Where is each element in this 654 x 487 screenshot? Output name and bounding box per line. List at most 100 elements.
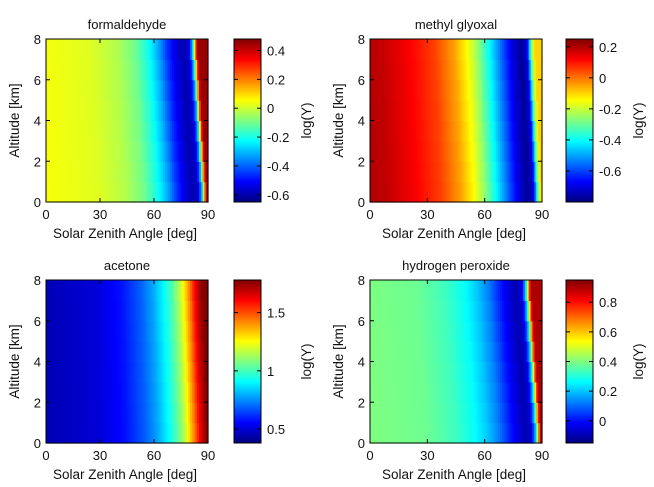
heatmap-cell xyxy=(412,361,415,383)
heatmap-cell xyxy=(60,161,63,183)
heatmap-cell xyxy=(410,320,413,342)
heatmap-cell xyxy=(415,422,419,444)
heatmap-cell xyxy=(56,79,60,101)
heatmap-cell xyxy=(91,361,94,383)
heatmap-cell xyxy=(431,140,434,162)
heatmap-cell xyxy=(387,341,390,363)
heatmap-cell xyxy=(128,320,132,342)
heatmap-cell xyxy=(191,39,195,60)
heatmap-cell xyxy=(74,402,78,424)
heatmap-cell xyxy=(58,161,61,183)
heatmap-cell xyxy=(164,39,168,60)
heatmap-cell xyxy=(65,361,69,383)
heatmap-cell xyxy=(396,161,400,183)
heatmap-cell xyxy=(434,100,438,122)
heatmap-cell xyxy=(505,341,509,363)
heatmap-cell xyxy=(534,120,537,142)
heatmap-cell xyxy=(433,140,436,162)
heatmap-cell xyxy=(540,161,543,183)
heatmap-cell xyxy=(417,300,421,322)
heatmap-cell xyxy=(179,381,182,403)
heatmap-cell xyxy=(494,402,497,424)
heatmap-cell xyxy=(465,39,469,60)
heatmap-cell xyxy=(60,320,63,342)
heatmap-cell xyxy=(440,100,444,122)
heatmap-cell xyxy=(76,100,79,122)
heatmap-cell xyxy=(206,300,209,322)
heatmap-cell xyxy=(103,381,106,403)
heatmap-cell xyxy=(427,39,430,60)
heatmap-cell xyxy=(383,140,386,162)
heatmap-cell xyxy=(173,361,177,383)
heatmap-cell xyxy=(454,140,457,162)
heatmap-cell xyxy=(488,422,491,444)
heatmap-cell xyxy=(175,120,178,142)
heatmap-cell xyxy=(112,161,115,183)
heatmap-cell xyxy=(181,100,184,122)
heatmap-cell xyxy=(467,140,470,162)
heatmap-cell xyxy=(136,300,139,322)
heatmap-cell xyxy=(92,422,96,444)
heatmap-cell xyxy=(515,381,518,403)
heatmap-cell xyxy=(461,39,465,60)
heatmap-cell xyxy=(540,341,543,363)
heatmap-cell xyxy=(92,381,96,403)
heatmap-cell xyxy=(125,361,128,383)
heatmap-cell xyxy=(98,181,101,203)
heatmap-cell xyxy=(195,422,198,444)
heatmap-cell xyxy=(103,320,106,342)
heatmap-cell xyxy=(51,120,54,142)
heatmap-cell xyxy=(400,79,404,101)
heatmap-cell xyxy=(56,161,60,183)
heatmap-cell xyxy=(136,39,139,60)
heatmap-cell xyxy=(517,120,520,142)
heatmap-cell xyxy=(101,422,105,444)
heatmap-cell xyxy=(56,280,60,301)
heatmap-cell xyxy=(494,59,497,81)
heatmap-cell xyxy=(58,320,61,342)
heatmap-cell xyxy=(152,79,155,101)
heatmap-cell xyxy=(534,422,537,444)
heatmap-cell xyxy=(96,300,99,322)
heatmap-cell xyxy=(452,120,455,142)
heatmap-cell xyxy=(119,161,123,183)
heatmap-cell xyxy=(398,341,402,363)
heatmap-cell xyxy=(191,181,195,203)
heatmap-cell xyxy=(96,161,99,183)
heatmap-cell xyxy=(136,361,139,383)
heatmap-cell xyxy=(427,140,430,162)
heatmap-cell xyxy=(85,341,88,363)
heatmap-cell xyxy=(486,181,490,203)
heatmap-cell xyxy=(146,39,150,60)
heatmap-cell xyxy=(130,140,133,162)
heatmap-cell xyxy=(87,120,90,142)
heatmap-cell xyxy=(168,140,171,162)
heatmap-cell xyxy=(161,120,164,142)
heatmap-cell xyxy=(200,161,204,183)
heatmap-cell xyxy=(166,361,169,383)
heatmap-cell xyxy=(482,320,486,342)
heatmap-cell xyxy=(503,140,507,162)
heatmap-cell xyxy=(123,100,126,122)
heatmap-cell xyxy=(450,300,453,322)
heatmap-cell xyxy=(450,341,453,363)
heatmap-cell xyxy=(73,120,76,142)
heatmap-cell xyxy=(520,59,524,81)
heatmap-cell xyxy=(459,402,463,424)
heatmap-cell xyxy=(429,39,432,60)
heatmap-cell xyxy=(419,79,423,101)
heatmap-cell xyxy=(427,361,430,383)
heatmap-cell xyxy=(64,280,67,301)
heatmap-cell xyxy=(379,402,383,424)
heatmap-cell xyxy=(100,59,103,81)
y-tick-label: 0 xyxy=(34,195,41,210)
heatmap-cell xyxy=(383,59,386,81)
heatmap-cell xyxy=(69,181,72,203)
heatmap-cell xyxy=(370,140,373,162)
colorbar-tick-label: -0.6 xyxy=(267,188,289,203)
heatmap-cell xyxy=(51,140,54,162)
heatmap-cell xyxy=(177,300,180,322)
heatmap-cell xyxy=(477,280,480,301)
heatmap-cell xyxy=(465,300,469,322)
heatmap-cell xyxy=(55,120,58,142)
